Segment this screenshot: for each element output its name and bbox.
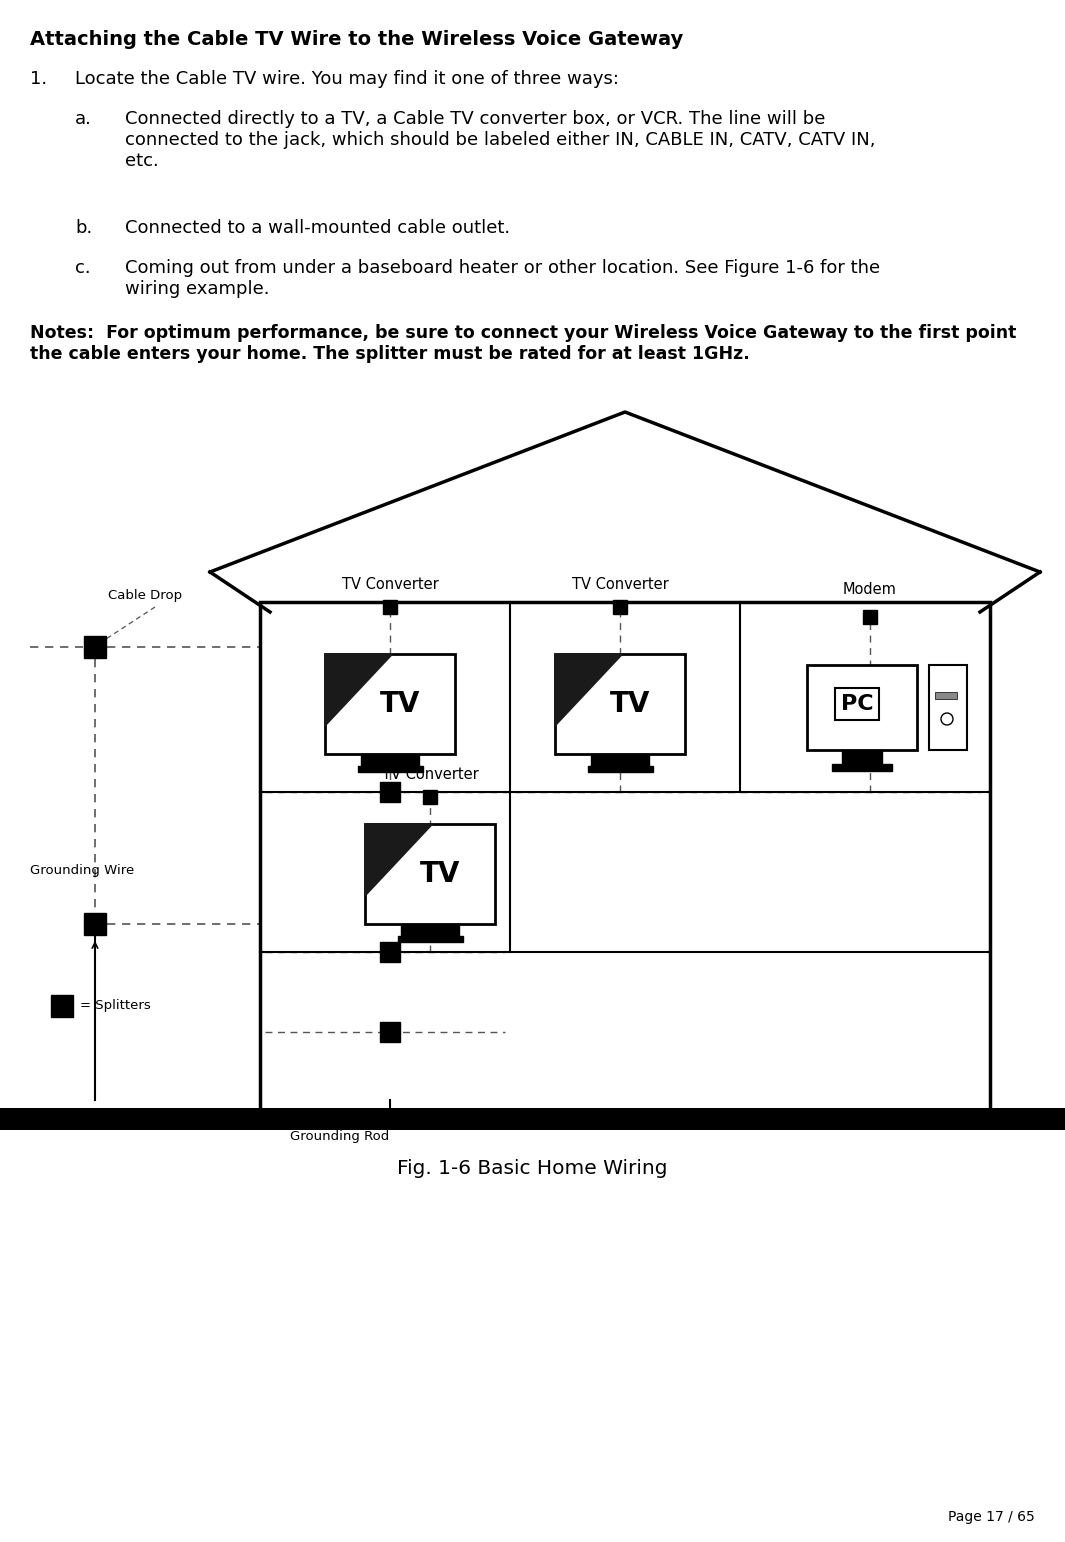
Polygon shape (555, 654, 623, 726)
Text: TV Converter: TV Converter (342, 577, 439, 592)
Bar (863, 611, 876, 625)
Text: a.: a. (75, 109, 92, 128)
Bar (842, 749, 882, 763)
Bar (588, 766, 653, 773)
Text: Fig. 1-6 Basic Home Wiring: Fig. 1-6 Basic Home Wiring (397, 1160, 668, 1178)
Text: PC: PC (840, 694, 873, 714)
Bar (84, 913, 107, 934)
Text: Connected directly to a TV, a Cable TV converter box, or VCR. The line will be
c: Connected directly to a TV, a Cable TV c… (125, 109, 875, 170)
Bar (260, 601, 990, 1112)
Text: TV Converter: TV Converter (572, 577, 669, 592)
Circle shape (941, 712, 953, 725)
Bar (361, 754, 420, 766)
Text: Grounding Wire: Grounding Wire (30, 864, 134, 877)
Bar (383, 600, 397, 614)
Bar (380, 782, 400, 802)
Bar (365, 823, 495, 924)
Bar (555, 654, 685, 754)
Bar (832, 763, 892, 771)
Bar (423, 790, 437, 803)
Bar (613, 600, 627, 614)
Text: TV: TV (380, 689, 421, 719)
Bar (0, 1109, 1065, 1130)
Polygon shape (325, 654, 393, 726)
Text: c.: c. (75, 259, 91, 278)
Bar (358, 766, 423, 773)
Text: TV Converter: TV Converter (381, 766, 478, 782)
Bar (929, 665, 967, 749)
Text: 1.: 1. (30, 69, 47, 88)
Bar (807, 665, 917, 749)
Bar (380, 1022, 400, 1042)
Text: Modem: Modem (843, 581, 897, 597)
Text: Page 17 / 65: Page 17 / 65 (948, 1510, 1035, 1523)
Bar (400, 924, 459, 936)
Text: Cable Drop: Cable Drop (108, 589, 182, 601)
Bar (397, 936, 462, 942)
Bar (325, 654, 455, 754)
Text: Notes:  For optimum performance, be sure to connect your Wireless Voice Gateway : Notes: For optimum performance, be sure … (30, 324, 1016, 362)
Bar (51, 995, 73, 1018)
Bar (84, 635, 107, 658)
Text: = Splitters: = Splitters (80, 999, 151, 1013)
Text: TV: TV (610, 689, 651, 719)
Text: Coming out from under a baseboard heater or other location. See Figure 1-6 for t: Coming out from under a baseboard heater… (125, 259, 880, 298)
Polygon shape (365, 823, 432, 896)
Text: Locate the Cable TV wire. You may find it one of three ways:: Locate the Cable TV wire. You may find i… (75, 69, 619, 88)
Text: Grounding Rod: Grounding Rod (290, 1130, 389, 1143)
Bar (591, 754, 650, 766)
Text: Connected to a wall-mounted cable outlet.: Connected to a wall-mounted cable outlet… (125, 219, 510, 237)
Text: Attaching the Cable TV Wire to the Wireless Voice Gateway: Attaching the Cable TV Wire to the Wirel… (30, 29, 684, 49)
Bar (380, 942, 400, 962)
Bar (935, 692, 957, 699)
Text: TV: TV (421, 860, 460, 888)
Text: b.: b. (75, 219, 93, 237)
